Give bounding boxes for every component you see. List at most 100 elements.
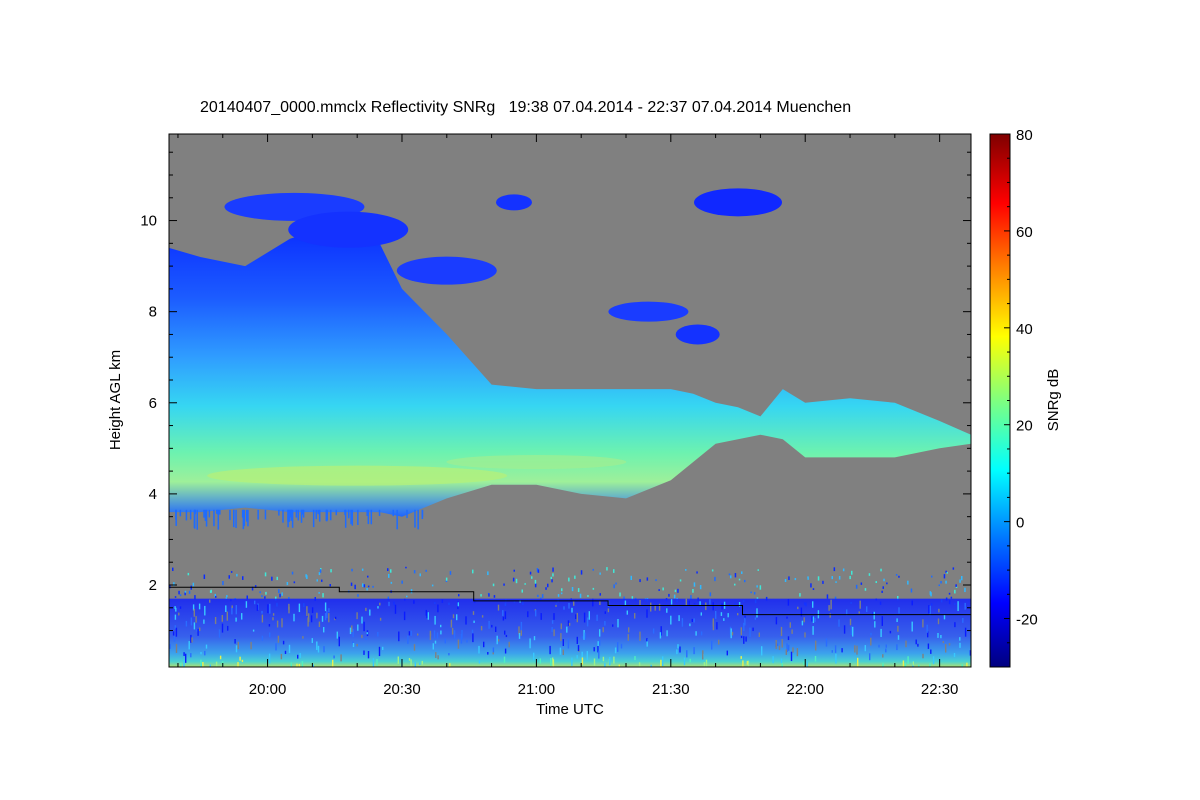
speckle (744, 579, 746, 583)
bl-speckle (221, 623, 224, 633)
speckle (503, 583, 505, 586)
bl-speckle (394, 604, 397, 614)
y-tick-label: 6 (149, 395, 157, 412)
bl-speckle (520, 629, 522, 636)
bl-speckle (408, 658, 411, 661)
bl-speckle (788, 644, 790, 651)
speckle (784, 579, 787, 582)
bl-speckle (654, 606, 656, 611)
bl-speckle (417, 633, 419, 636)
speckle (875, 581, 877, 584)
bl-speckle (626, 610, 628, 615)
speckle (236, 573, 238, 577)
bl-speckle (466, 639, 468, 643)
bl-speckle (639, 631, 641, 641)
bl-speckle (727, 613, 729, 618)
speckle (826, 594, 829, 599)
speckle (351, 568, 353, 572)
bl-speckle (666, 630, 668, 637)
speckle (630, 575, 632, 581)
bl-speckle (859, 600, 861, 609)
bl-speckle (408, 631, 411, 636)
bl-speckle (804, 632, 806, 638)
bl-speckle (638, 662, 641, 667)
speckle (472, 569, 474, 574)
speckle (390, 581, 393, 584)
mixing-layer-line (169, 586, 971, 616)
bl-speckle (715, 611, 717, 619)
speckle (961, 576, 963, 581)
bl-speckle (780, 626, 783, 636)
bl-speckle (885, 648, 887, 653)
speckle (756, 585, 758, 588)
bl-speckle (410, 659, 412, 667)
bl-speckle (756, 608, 758, 618)
bl-speckle (907, 656, 909, 665)
speckle (898, 575, 900, 578)
x-tick-label: 22:00 (786, 681, 824, 698)
speckle (293, 581, 296, 584)
bl-speckle (898, 607, 900, 614)
bl-speckle (361, 634, 363, 639)
bl-speckle (744, 617, 746, 626)
speckle (677, 588, 679, 593)
bl-speckle (552, 657, 554, 667)
speckle (524, 583, 526, 585)
speckle (619, 592, 621, 597)
bl-speckle (173, 636, 176, 642)
speckle (946, 572, 948, 574)
bl-speckle (252, 629, 255, 632)
bl-speckle (791, 629, 793, 634)
main-cloud-echo (169, 225, 971, 517)
speckle (690, 595, 692, 600)
speckle (419, 573, 421, 577)
bl-speckle (437, 604, 439, 613)
bl-speckle (634, 613, 636, 619)
bl-speckle (880, 628, 882, 638)
speckle (230, 571, 233, 573)
speckle (188, 590, 191, 594)
bl-speckle (450, 619, 453, 628)
speckle (668, 593, 670, 597)
boundary-layer-echoes (169, 598, 971, 667)
bl-speckle (298, 663, 300, 667)
bl-speckle (472, 611, 475, 615)
speckle (693, 582, 696, 587)
bl-speckle (662, 656, 664, 666)
bl-speckle (586, 617, 589, 627)
bl-speckle (535, 609, 537, 617)
y-axis-label: Height AGL km (107, 350, 124, 450)
speckle (366, 588, 368, 591)
bl-speckle (902, 660, 905, 667)
bl-speckle (812, 616, 815, 623)
bl-speckle (269, 632, 271, 638)
bl-speckle (917, 643, 919, 647)
bl-speckle (593, 647, 595, 652)
bl-speckle (204, 650, 206, 656)
bl-speckle (432, 643, 434, 650)
colorbar-tick-label: 0 (1016, 515, 1024, 532)
bl-speckle (277, 635, 280, 643)
bl-speckle (912, 661, 914, 666)
bl-speckle (419, 662, 421, 666)
bl-speckle (699, 601, 701, 605)
speckle (799, 593, 801, 597)
speckle (281, 592, 283, 596)
bl-speckle (584, 632, 586, 640)
bl-speckle (492, 652, 494, 655)
speckle (228, 575, 230, 579)
bl-speckle (597, 646, 599, 653)
bl-speckle (772, 656, 774, 664)
bl-speckle (268, 624, 271, 627)
bl-speckle (472, 633, 474, 643)
bl-speckle (282, 640, 285, 645)
bl-speckle (478, 660, 481, 664)
speckle (187, 572, 190, 576)
speckle (880, 568, 882, 572)
speckle (529, 571, 532, 575)
speckle (571, 587, 574, 592)
bl-speckle (945, 644, 947, 653)
speckle (173, 582, 175, 587)
bl-speckle (221, 615, 223, 622)
bl-speckle (957, 601, 959, 612)
